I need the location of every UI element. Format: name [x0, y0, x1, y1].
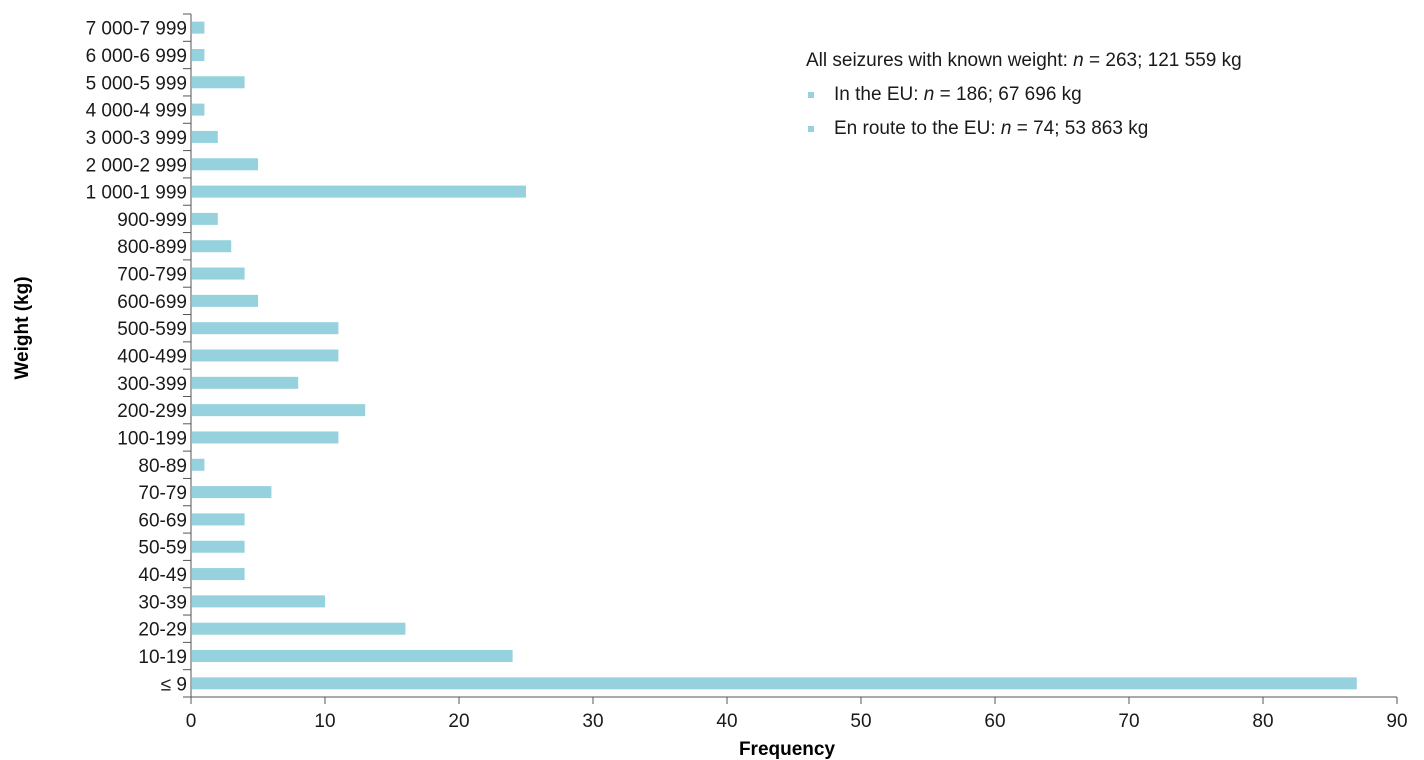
y-tick-label: 80-89 [138, 456, 187, 477]
bar [192, 650, 513, 663]
x-tick-label: 60 [984, 711, 1005, 732]
bar [192, 212, 218, 225]
bar [192, 595, 325, 608]
bar [192, 486, 272, 499]
bars [192, 21, 1357, 690]
y-tick-label: 400-499 [117, 347, 187, 368]
bar [192, 540, 245, 553]
legend-swatch-en-route [808, 126, 814, 132]
bar [192, 404, 366, 417]
y-tick-label: 500-599 [117, 319, 187, 340]
y-tick-label: 4 000-4 999 [86, 101, 187, 122]
y-tick-label: 10-19 [138, 647, 187, 668]
y-tick-label: 5 000-5 999 [86, 73, 187, 94]
x-tick-labels: 0 10 20 30 40 50 60 70 80 90 [186, 711, 1408, 732]
legend-item-suffix: = 74; 53 863 kg [1011, 118, 1149, 139]
legend-item-prefix: En route to the EU: [834, 118, 1001, 139]
bar [192, 48, 205, 61]
legend-swatch-in-eu [808, 92, 814, 98]
y-axis-title: Weight (kg) [12, 276, 33, 379]
y-tick-label: 900-999 [117, 210, 187, 231]
x-tick-label: 90 [1386, 711, 1407, 732]
bar [192, 568, 245, 581]
y-tick-label: 6 000-6 999 [86, 46, 187, 67]
bar [192, 458, 205, 471]
bar [192, 267, 245, 280]
x-tick-label: 0 [186, 711, 197, 732]
legend-item-suffix: = 186; 67 696 kg [934, 84, 1082, 105]
y-tick-label: 600-699 [117, 292, 187, 313]
y-tick-label: 20-29 [138, 620, 187, 641]
x-tick-label: 20 [448, 711, 469, 732]
x-tick-label: 50 [850, 711, 871, 732]
bar [192, 322, 339, 335]
y-tick-label: 30-39 [138, 592, 187, 613]
y-tick-label: 3 000-3 999 [86, 128, 187, 149]
x-axis-title: Frequency [739, 739, 836, 760]
x-tick-label: 30 [582, 711, 603, 732]
y-tick-label: 700-799 [117, 265, 187, 286]
bar [192, 431, 339, 444]
bar [192, 349, 339, 362]
bar [192, 21, 205, 34]
bar [192, 376, 299, 389]
y-tick-label: 60-69 [138, 510, 187, 531]
y-tick-label: 300-399 [117, 374, 187, 395]
legend: All seizures with known weight: n = 263;… [806, 44, 1242, 146]
bar [192, 185, 526, 198]
legend-header-prefix: All seizures with known weight: [806, 50, 1074, 71]
legend-item-n: n [923, 84, 935, 105]
legend-item-en-route: En route to the EU: n = 74; 53 863 kg [806, 112, 1242, 146]
x-tick-label: 80 [1252, 711, 1273, 732]
y-tick-label: 200-299 [117, 401, 187, 422]
y-tick-label: 7 000-7 999 [86, 19, 187, 40]
y-tick-label: 70-79 [138, 483, 187, 504]
y-tick-label: 1 000-1 999 [86, 183, 187, 204]
legend-item-prefix: In the EU: [834, 84, 924, 105]
bar [192, 513, 245, 526]
y-tick-label: 40-49 [138, 565, 187, 586]
x-tick-label: 70 [1118, 711, 1139, 732]
bar [192, 294, 258, 307]
bar [192, 130, 218, 143]
bar [192, 103, 205, 116]
y-tick-labels: ≤ 9 10-19 20-29 30-39 40-49 50-59 60-69 70-79 80… [86, 19, 187, 696]
y-tick-label: 800-899 [117, 237, 187, 258]
y-tick-label: 100-199 [117, 428, 187, 449]
axes [183, 13, 1398, 704]
bar [192, 677, 1357, 690]
legend-item-in-eu: In the EU: n = 186; 67 696 kg [806, 78, 1242, 112]
x-tick-label: 10 [314, 711, 335, 732]
bar [192, 622, 406, 635]
legend-header-suffix: = 263; 121 559 kg [1083, 50, 1242, 71]
legend-item-n: n [1000, 118, 1012, 139]
y-tick-label: ≤ 9 [161, 674, 187, 695]
x-tick-label: 40 [716, 711, 737, 732]
bar [192, 158, 258, 171]
bar [192, 240, 232, 253]
bar [192, 76, 245, 89]
legend-header-n: n [1073, 50, 1084, 71]
legend-header: All seizures with known weight: n = 263;… [806, 44, 1242, 78]
y-tick-label: 2 000-2 999 [86, 155, 187, 176]
y-tick-label: 50-59 [138, 538, 187, 559]
